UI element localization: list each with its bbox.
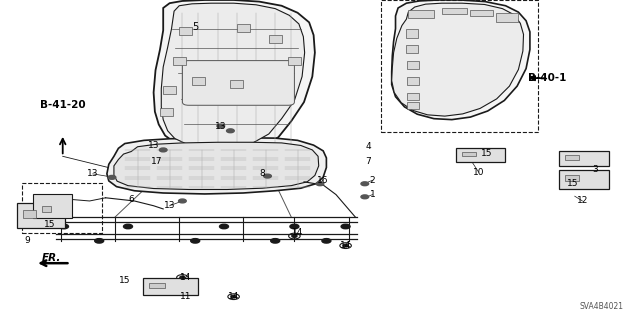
Text: 15: 15: [119, 276, 131, 285]
Circle shape: [361, 182, 369, 186]
Polygon shape: [114, 142, 319, 189]
Circle shape: [292, 235, 297, 237]
Polygon shape: [392, 3, 524, 116]
Circle shape: [179, 199, 186, 203]
Text: 4: 4: [365, 142, 371, 151]
Text: 1: 1: [370, 190, 375, 199]
Polygon shape: [161, 3, 305, 148]
Circle shape: [95, 239, 104, 243]
Circle shape: [361, 195, 369, 199]
Circle shape: [231, 295, 236, 298]
FancyBboxPatch shape: [143, 278, 198, 295]
Text: B-40-1: B-40-1: [528, 73, 566, 83]
Bar: [192, 77, 205, 85]
Bar: [406, 29, 418, 38]
Bar: [407, 77, 419, 85]
Text: 14: 14: [292, 228, 303, 237]
FancyBboxPatch shape: [456, 148, 505, 162]
Text: 15: 15: [481, 149, 492, 158]
Text: 13: 13: [164, 201, 175, 210]
Bar: [22, 210, 36, 218]
Bar: [564, 155, 579, 160]
Bar: [230, 80, 243, 88]
Circle shape: [271, 239, 280, 243]
Circle shape: [290, 224, 299, 229]
Circle shape: [227, 129, 234, 133]
Bar: [381, 0, 538, 132]
Text: B-41-20: B-41-20: [40, 100, 86, 110]
Text: 11: 11: [180, 292, 191, 301]
Bar: [149, 283, 165, 288]
FancyBboxPatch shape: [33, 194, 72, 218]
Circle shape: [60, 224, 68, 229]
Bar: [442, 8, 467, 14]
Text: 7: 7: [365, 157, 371, 166]
Bar: [237, 24, 250, 32]
Bar: [288, 57, 301, 65]
Circle shape: [343, 244, 348, 247]
Bar: [407, 93, 419, 100]
Bar: [173, 57, 186, 65]
FancyBboxPatch shape: [182, 61, 294, 105]
Text: 8: 8: [260, 169, 265, 178]
Circle shape: [159, 148, 167, 152]
FancyBboxPatch shape: [559, 151, 609, 166]
Text: 5: 5: [192, 22, 198, 32]
Bar: [462, 152, 476, 156]
Bar: [407, 61, 419, 69]
Text: 14: 14: [228, 292, 239, 301]
Circle shape: [220, 224, 228, 229]
Bar: [470, 10, 493, 16]
Text: 9: 9: [25, 236, 30, 245]
Bar: [496, 13, 518, 22]
Bar: [163, 86, 176, 94]
Text: SVA4B4021: SVA4B4021: [580, 302, 624, 311]
Circle shape: [217, 124, 225, 128]
Polygon shape: [154, 0, 315, 153]
Bar: [564, 175, 579, 181]
Text: 2: 2: [370, 176, 375, 185]
Text: 14: 14: [180, 273, 191, 282]
Bar: [408, 10, 434, 18]
Text: 13: 13: [148, 141, 159, 150]
Text: 14: 14: [340, 241, 351, 250]
Bar: [160, 108, 173, 116]
FancyBboxPatch shape: [17, 203, 65, 228]
Bar: [42, 206, 51, 212]
Text: 17: 17: [151, 157, 163, 166]
Circle shape: [124, 224, 132, 229]
Circle shape: [264, 174, 271, 178]
Bar: [407, 102, 419, 109]
Text: 13: 13: [215, 122, 227, 130]
Bar: [179, 27, 192, 35]
Circle shape: [316, 182, 324, 186]
Bar: [269, 35, 282, 43]
Circle shape: [341, 224, 350, 229]
Polygon shape: [392, 0, 530, 120]
Text: 6: 6: [129, 195, 134, 204]
Text: 3: 3: [593, 165, 598, 174]
Circle shape: [322, 239, 331, 243]
Text: FR.: FR.: [42, 253, 61, 263]
Polygon shape: [107, 138, 326, 194]
Bar: [406, 45, 418, 53]
Text: 16: 16: [317, 176, 329, 185]
Text: 10: 10: [473, 168, 484, 177]
Text: 13: 13: [87, 169, 99, 178]
Bar: [22, 183, 102, 233]
FancyBboxPatch shape: [559, 170, 609, 189]
Text: 15: 15: [567, 179, 579, 188]
Circle shape: [191, 239, 200, 243]
Text: 15: 15: [44, 220, 56, 229]
Circle shape: [108, 175, 116, 179]
Text: 12: 12: [577, 197, 588, 205]
Circle shape: [180, 276, 185, 279]
